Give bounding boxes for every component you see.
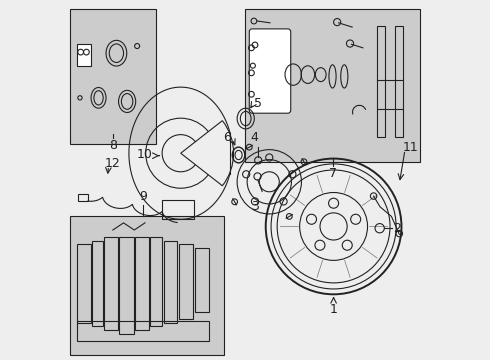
Bar [377,26,385,137]
Text: 1: 1 [330,303,338,316]
Text: 4: 4 [250,131,258,144]
Text: 2: 2 [393,222,401,235]
Text: 10: 10 [137,148,153,162]
Text: 9: 9 [139,190,147,203]
Bar [92,241,103,327]
Circle shape [83,49,89,55]
Bar [70,9,156,144]
Bar [164,241,177,323]
Bar [104,237,118,330]
Bar [162,200,194,219]
Bar [77,321,209,341]
FancyBboxPatch shape [249,29,291,113]
Text: 5: 5 [253,97,262,110]
Bar [179,244,193,319]
Bar [70,216,223,355]
Text: 12: 12 [105,157,121,170]
Bar [245,9,420,162]
Circle shape [78,49,83,55]
Bar [395,26,403,137]
Bar [195,248,209,312]
Bar [78,194,88,202]
Text: 11: 11 [402,141,418,154]
Bar [77,244,91,323]
Text: 3: 3 [251,200,259,213]
Text: 7: 7 [328,167,337,180]
Bar [119,237,134,334]
Bar [150,237,163,327]
Text: 8: 8 [109,139,117,152]
Bar [135,237,148,330]
Text: 6: 6 [223,131,231,144]
Wedge shape [181,121,234,186]
Bar [77,44,92,66]
